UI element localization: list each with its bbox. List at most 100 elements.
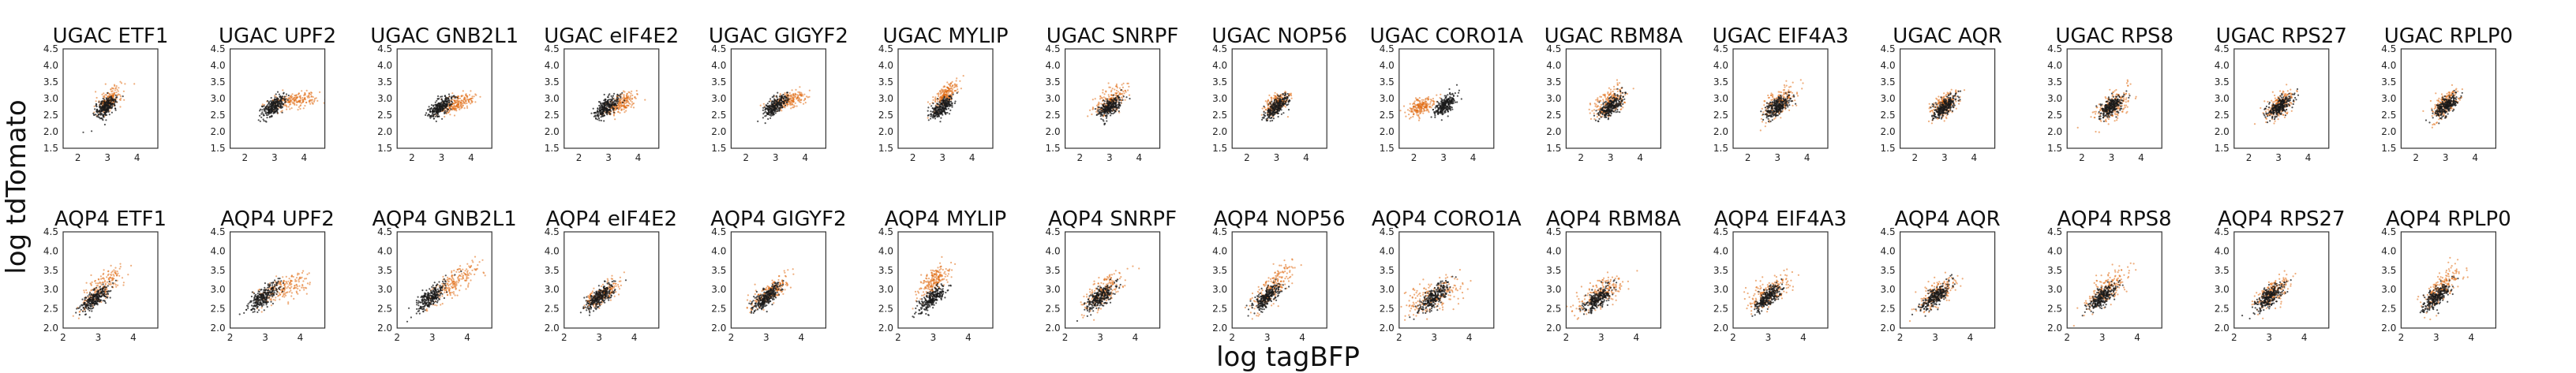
x-tick-label: 2 [743, 152, 749, 163]
knockdown-point [1439, 97, 1441, 99]
knockdown-point [110, 87, 113, 89]
knockdown-point [1595, 99, 1597, 101]
knockdown-point [444, 115, 446, 118]
knockdown-point [799, 91, 801, 93]
control-point [948, 113, 951, 115]
control-point [1449, 106, 1451, 108]
control-point [283, 92, 285, 95]
control-point [1125, 96, 1128, 99]
control-point [440, 99, 443, 101]
control-point [1267, 115, 1270, 117]
knockdown-point [624, 106, 627, 109]
control-point [597, 107, 599, 110]
y-tick-label: 4.0 [211, 60, 226, 71]
knockdown-point [1604, 95, 1606, 98]
knockdown-point [460, 103, 462, 106]
control-point [432, 113, 434, 115]
knockdown-point [950, 91, 953, 93]
control-point [940, 103, 942, 105]
control-point [616, 94, 619, 96]
control-point [1282, 104, 1284, 106]
knockdown-point [1122, 82, 1125, 84]
knockdown-point [312, 95, 314, 99]
y-tick-label: 4.5 [1046, 43, 1061, 54]
knockdown-point [1091, 108, 1094, 110]
knockdown-point [1609, 88, 1612, 91]
control-point [934, 112, 937, 114]
knockdown-point [950, 93, 953, 95]
panel-title: UGAC EIF4A3 [1713, 24, 1849, 48]
control-point [268, 111, 271, 114]
control-point [603, 120, 605, 122]
control-point [450, 100, 453, 103]
control-point [952, 93, 954, 95]
control-point [1284, 103, 1286, 105]
knockdown-point [1594, 105, 1597, 107]
control-point [1118, 101, 1121, 104]
knockdown-point [299, 107, 301, 110]
knockdown-point [470, 103, 472, 105]
knockdown-point [1417, 119, 1421, 121]
control-point [1451, 108, 1454, 110]
control-point [784, 97, 787, 99]
knockdown-point [1420, 103, 1422, 105]
y-tick-label: 2.0 [878, 126, 893, 137]
control-point [1108, 110, 1110, 113]
control-point [608, 94, 610, 96]
control-point [784, 95, 787, 98]
knockdown-point [1613, 88, 1616, 91]
control-point [623, 99, 626, 102]
control-point [1272, 108, 1275, 110]
control-point [447, 97, 450, 99]
control-point [927, 106, 930, 109]
knockdown-point [957, 91, 960, 93]
knockdown-point [1108, 95, 1110, 98]
knockdown-point [1107, 94, 1110, 96]
knockdown-point [1604, 93, 1606, 95]
knockdown-point [463, 107, 466, 110]
knockdown-point [1436, 94, 1438, 96]
knockdown-point [1761, 121, 1764, 123]
control-point [437, 95, 440, 98]
control-point [426, 114, 429, 117]
control-point [943, 110, 945, 112]
knockdown-point [1410, 116, 1412, 119]
knockdown-point [797, 91, 799, 93]
control-point [1776, 99, 1778, 101]
control-point [600, 119, 602, 121]
control-point [949, 109, 952, 111]
knockdown-point [453, 106, 455, 108]
knockdown-point [331, 91, 332, 92]
knockdown-point [927, 101, 929, 103]
knockdown-point [458, 105, 461, 107]
control-point [1615, 106, 1617, 108]
control-point [1265, 117, 1267, 121]
knockdown-point [797, 95, 799, 98]
knockdown-point [789, 103, 792, 105]
control-point [1434, 114, 1436, 117]
knockdown-point [1619, 82, 1621, 84]
control-point [1276, 106, 1279, 108]
knockdown-point [1115, 89, 1118, 91]
control-point [946, 105, 949, 107]
control-point [930, 113, 932, 116]
y-tick-label: 1.5 [211, 143, 226, 154]
knockdown-point [1429, 101, 1432, 103]
control-point [612, 111, 616, 114]
control-point [1097, 109, 1099, 111]
x-tick-label: 3 [1608, 152, 1614, 163]
y-tick-label: 2.5 [43, 110, 58, 121]
y-tick-label: 2.5 [1046, 110, 1061, 121]
knockdown-point [1118, 91, 1120, 93]
knockdown-point [619, 112, 621, 114]
knockdown-point [792, 92, 795, 95]
control-point [1602, 103, 1604, 106]
knockdown-point [932, 96, 934, 99]
control-point [781, 104, 783, 107]
knockdown-point [1626, 92, 1629, 95]
control-point [1618, 99, 1621, 101]
knockdown-point [115, 85, 118, 88]
control-point [105, 110, 108, 112]
